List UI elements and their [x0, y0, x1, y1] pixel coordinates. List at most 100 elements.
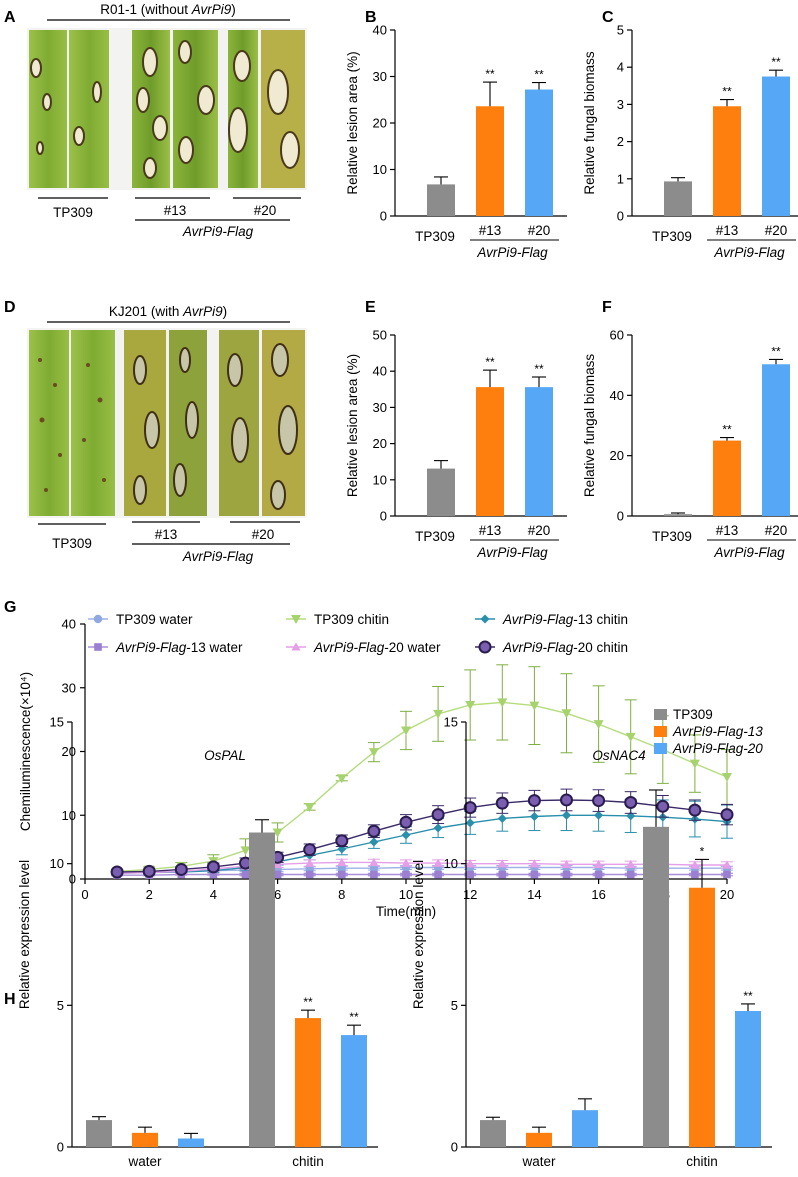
bar-chitin-1 [295, 1018, 321, 1147]
gene-title: OsPAL [204, 748, 246, 763]
data-point [369, 857, 379, 866]
data-point [303, 843, 317, 857]
y-tick-label: 0 [617, 209, 624, 224]
data-point [337, 857, 347, 866]
y-tick-label: 40 [373, 364, 387, 379]
data-point [723, 870, 731, 879]
leaf-photo-d [27, 328, 307, 518]
legend-label: TP309 chitin [314, 612, 389, 627]
group-label: AvrPi9-Flag [476, 545, 548, 560]
bar-line13 [476, 106, 504, 216]
x-tick-label: 0 [81, 887, 88, 902]
legend-item-l13_water: AvrPi9-Flag-13 water [88, 640, 243, 655]
legend-marker [480, 614, 490, 624]
data-point [401, 858, 411, 867]
legend-label: AvrPi9-Flag-20 chitin [502, 640, 628, 655]
significance-mark: ** [771, 344, 781, 358]
legend-swatch [654, 709, 667, 720]
legend-label: AvrPi9-Flag-13 water [115, 640, 243, 655]
category-label: water [127, 1154, 162, 1169]
y-tick-label: 5 [57, 998, 64, 1013]
category-label: #20 [528, 223, 551, 238]
legend-item-l20_chitin: AvrPi9-Flag-20 chitin [475, 640, 628, 655]
category-label: #13 [479, 523, 502, 538]
data-point [209, 870, 218, 879]
bar-water-1 [526, 1132, 552, 1147]
bar-water-0 [480, 1120, 506, 1147]
y-tick-label: 0 [451, 1140, 458, 1155]
bar-line20 [525, 387, 553, 516]
y-tick-label: 30 [373, 69, 387, 84]
legend-item-tp_water: TP309 water [88, 612, 193, 627]
data-point [336, 774, 347, 784]
data-point [592, 794, 606, 808]
bar-tp309 [664, 181, 692, 216]
y-tick-label: 30 [373, 400, 387, 415]
data-point [367, 824, 381, 838]
category-label: #20 [765, 523, 788, 538]
panel-letter-d: D [4, 299, 16, 316]
tp309-label-a: TP309 [53, 205, 93, 220]
bar-line20 [762, 364, 790, 516]
category-label: TP309 [415, 529, 455, 544]
significance-mark: ** [534, 362, 544, 376]
data-point [465, 818, 475, 828]
data-point [142, 864, 156, 878]
bar-tp309 [427, 468, 455, 516]
chart-b: B 0 10 20 30 40 Relative lesion area (%) ** ** TP… [345, 9, 567, 260]
legend-marker [291, 642, 301, 651]
data-point [594, 870, 603, 879]
y-tick-label: 50 [373, 328, 387, 343]
y-tick-label: 2 [617, 134, 624, 149]
y-tick-label: 10 [62, 808, 76, 823]
series-tp_chitin [111, 664, 733, 877]
y-axis-label: Relative fungal biomass [582, 51, 597, 195]
significance-mark: ** [303, 995, 313, 1009]
y-axis-label: Relative fungal biomass [582, 354, 597, 498]
legend-item-0: TP309 [654, 707, 713, 722]
y-tick-label: 20 [373, 116, 387, 131]
data-point [624, 796, 638, 809]
y-tick-label: 10 [50, 856, 64, 871]
y-tick-label: 40 [610, 388, 624, 403]
y-tick-label: 15 [50, 715, 64, 730]
y-tick-label: 4 [617, 60, 624, 75]
bar-tp309 [427, 184, 455, 216]
data-point [497, 698, 508, 708]
line20-label-a: #20 [254, 203, 277, 218]
series-line [117, 701, 728, 873]
panel-letter: E [365, 299, 376, 316]
x-tick-label: 20 [720, 887, 734, 902]
category-label: TP309 [415, 229, 455, 244]
y-tick-label: 30 [62, 680, 76, 695]
data-point [594, 859, 604, 868]
bar-chitin-2 [735, 1011, 761, 1147]
data-point [369, 837, 379, 847]
group-label: AvrPi9-Flag [476, 245, 548, 260]
y-axis-label: Relative expression level [411, 860, 426, 1009]
data-point [691, 870, 699, 879]
data-point [304, 802, 315, 812]
y-tick-label: 10 [373, 162, 387, 177]
data-point [495, 796, 509, 810]
panel-letter: B [365, 9, 377, 26]
significance-mark: * [700, 844, 705, 858]
y-tick-label: 10 [373, 472, 387, 487]
x-tick-label: 4 [210, 887, 217, 902]
data-point [433, 823, 443, 833]
data-point [305, 858, 315, 867]
legend-label: AvrPi9-Flag-13 chitin [502, 612, 628, 627]
x-tick-label: 6 [274, 887, 281, 902]
data-point [529, 812, 539, 822]
y-tick-label: 0 [617, 509, 624, 524]
bar-water-1 [132, 1132, 158, 1147]
y-tick-label: 0 [380, 209, 387, 224]
chart-g: G01020304002468101214161820Time(min)Chem… [4, 599, 734, 919]
y-tick-label: 0 [380, 509, 387, 524]
y-tick-label: 5 [451, 998, 458, 1013]
legend-marker [93, 614, 103, 624]
significance-mark: ** [534, 68, 544, 82]
data-point [368, 748, 379, 758]
data-point [401, 726, 411, 736]
